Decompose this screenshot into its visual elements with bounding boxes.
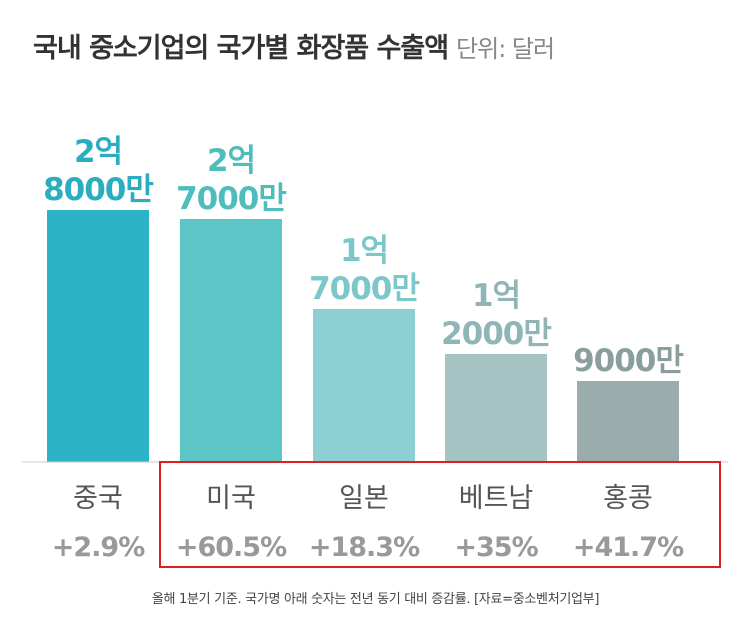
title-text: 국내 중소기업의 국가별 화장품 수출액 xyxy=(33,33,449,64)
category-label: 일본 xyxy=(339,483,389,514)
category-label: 홍콩 xyxy=(603,483,653,514)
category-label: 중국 xyxy=(73,483,123,514)
bar-2 xyxy=(180,219,282,462)
highlight-box xyxy=(159,461,721,568)
value-label: 9000만 xyxy=(573,343,683,379)
bar-5 xyxy=(577,381,679,462)
growth-label: +35% xyxy=(454,532,538,563)
value-label: 2억 xyxy=(74,134,122,170)
growth-label: +18.3% xyxy=(309,532,420,563)
growth-label: +41.7% xyxy=(573,532,684,563)
value-label: 2억 xyxy=(207,143,255,179)
bar-4 xyxy=(445,354,547,462)
value-label: 2000만 xyxy=(441,316,551,352)
bar-1 xyxy=(47,210,149,462)
category-label: 미국 xyxy=(206,483,256,514)
category-label: 베트남 xyxy=(459,483,534,514)
unit-label: 단위: 달러 xyxy=(456,35,555,63)
source-caption: 올해 1분기 기준. 국가명 아래 숫자는 전년 동기 대비 증감률. [자료=… xyxy=(151,592,600,607)
value-label: 7000만 xyxy=(309,271,419,307)
value-label: 7000만 xyxy=(176,181,286,217)
value-label: 8000만 xyxy=(43,172,153,208)
bar-3 xyxy=(313,309,415,462)
growth-label: +60.5% xyxy=(176,532,287,563)
value-label: 1억 xyxy=(472,278,520,314)
chart-title: 국내 중소기업의 국가별 화장품 수출액 단위: 달러 xyxy=(33,26,555,65)
value-label: 1억 xyxy=(340,233,388,269)
growth-label: +2.9% xyxy=(52,532,145,563)
